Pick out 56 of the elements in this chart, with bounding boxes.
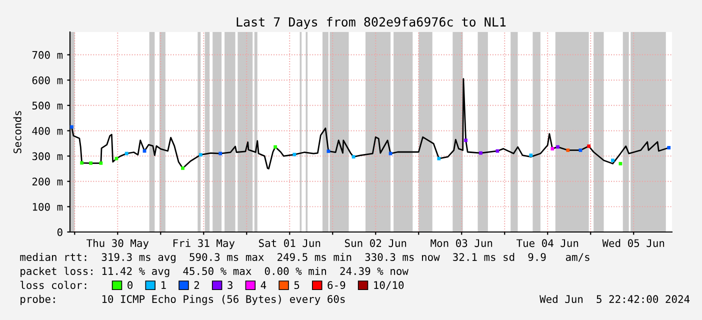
- point: [437, 156, 441, 160]
- text: packet loss: 11.42 % avg 45.50 % max 0.00 % min 24.39 % now: [20, 266, 408, 278]
- legend-label: 4: [260, 281, 266, 289]
- point: [124, 152, 128, 156]
- y-tick-label: 0: [57, 228, 62, 236]
- legend-label: 5: [294, 281, 300, 290]
- y-tick-label: 300 m: [32, 152, 63, 160]
- point: [611, 158, 614, 162]
- legend-label: 6-9: [328, 281, 346, 290]
- legend-label: 2: [194, 281, 199, 289]
- point: [388, 152, 392, 156]
- point: [114, 156, 118, 160]
- x-tick-label: Fri 31 May: [173, 239, 235, 250]
- point: [566, 148, 570, 152]
- y-tick-label: 200 m: [32, 178, 63, 186]
- y-tick-label: 100 m: [32, 202, 63, 211]
- point: [578, 148, 582, 152]
- chart-title: Last 7 Days from 802e9fa6976c to NL1: [236, 16, 506, 30]
- y-tick-label: 400 m: [32, 126, 63, 135]
- point: [218, 152, 222, 156]
- point: [464, 138, 468, 142]
- point: [587, 144, 591, 148]
- x-tick-label: Sat 01 Jun: [258, 239, 320, 248]
- legend-label: 3: [228, 281, 232, 290]
- point: [667, 146, 671, 150]
- legend-title: loss color:: [20, 280, 86, 290]
- text: median rtt: 319.3 ms avg 590.3 ms max 249.5 ms min 330.3 ms now 32.1 ms sd 9.9 am/s: [20, 252, 590, 264]
- y-tick-label: 600 m: [32, 76, 63, 84]
- legend-label: 0: [128, 281, 132, 290]
- point: [274, 145, 278, 149]
- point: [326, 150, 330, 153]
- text: probe: 10 ICMP Echo Pings (56 Bytes) every 60s: [20, 294, 345, 306]
- point: [198, 153, 202, 156]
- point: [292, 152, 296, 156]
- point: [80, 161, 84, 165]
- x-tick-label: Thu 30 May: [86, 239, 149, 250]
- y-tick-label: 500 m: [32, 102, 63, 110]
- legend-label: 1: [162, 281, 166, 289]
- point: [352, 155, 356, 159]
- point: [70, 125, 74, 129]
- point: [550, 147, 554, 150]
- legend-label: 10/10: [374, 281, 404, 290]
- y-axis-title: Seconds: [13, 111, 22, 154]
- text: Wed Jun 5 22:42:00 2024: [540, 294, 690, 304]
- point: [529, 154, 533, 157]
- x-tick-label: Tue 04 Jun: [516, 239, 578, 248]
- point: [556, 145, 560, 149]
- point: [99, 161, 103, 165]
- x-tick-label: Mon 03 Jun: [430, 239, 492, 248]
- point: [181, 166, 184, 170]
- point: [89, 161, 92, 165]
- point: [618, 162, 622, 166]
- y-tick-label: 700 m: [32, 51, 63, 59]
- x-tick-label: Sun 02 Jun: [344, 239, 406, 248]
- point: [479, 151, 482, 155]
- x-tick-label: Wed 05 Jun: [602, 239, 664, 248]
